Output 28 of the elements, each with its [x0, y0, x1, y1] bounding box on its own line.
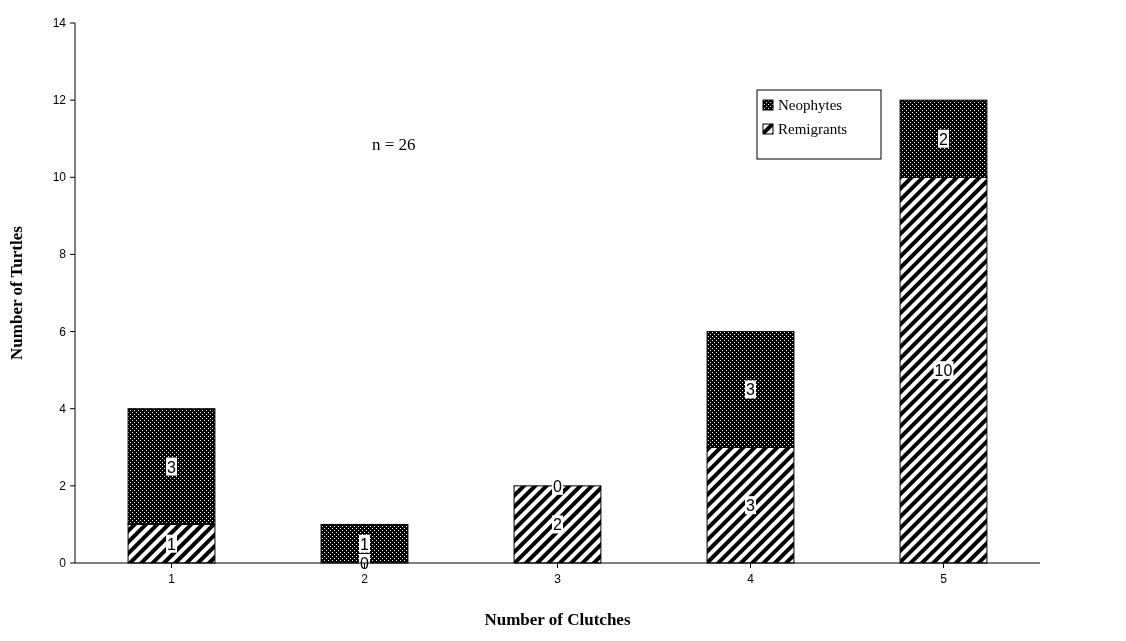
x-tick-label: 5	[940, 572, 948, 586]
y-tick-label: 14	[52, 16, 67, 30]
y-tick-label: 8	[59, 247, 67, 262]
x-tick-label: 2	[361, 572, 369, 586]
y-tick-label: 12	[52, 93, 67, 108]
data-label: 10	[934, 362, 953, 380]
y-tick-label: 6	[59, 324, 67, 339]
y-tick-label: 4	[59, 401, 67, 416]
data-label: 1	[360, 535, 370, 553]
data-label: 2	[939, 130, 949, 148]
y-tick-label: 2	[59, 478, 67, 493]
data-label: 2	[553, 516, 563, 534]
y-axis-title: Number of Turtles	[7, 225, 26, 360]
x-axis-title: Number of Clutches	[484, 610, 631, 629]
x-tick-label: 3	[554, 572, 562, 586]
data-label: 3	[746, 497, 756, 515]
annotation: n = 26	[372, 135, 416, 154]
x-tick-label: 1	[168, 572, 176, 586]
legend-label: Remigrants	[778, 121, 848, 137]
y-tick-label: 10	[52, 170, 67, 185]
data-label: 1	[167, 535, 177, 553]
data-label: 3	[167, 458, 177, 476]
legend-label: Neophytes	[778, 97, 843, 113]
y-tick-label: 0	[59, 556, 67, 570]
data-label: 0	[553, 477, 563, 495]
data-label: 3	[746, 381, 756, 399]
data-label: 0	[360, 555, 370, 572]
x-tick-label: 4	[747, 572, 755, 586]
